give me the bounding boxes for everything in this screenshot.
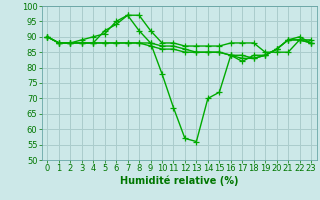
X-axis label: Humidité relative (%): Humidité relative (%) <box>120 176 238 186</box>
